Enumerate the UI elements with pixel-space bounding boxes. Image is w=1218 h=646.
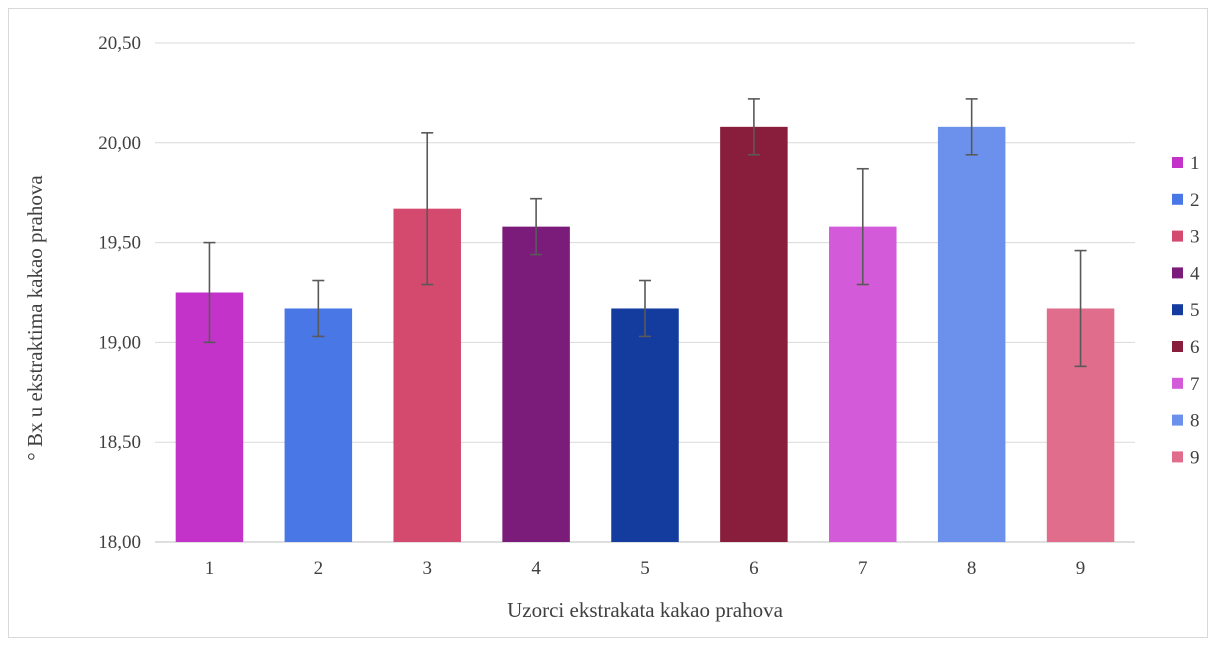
legend-item-8: 8: [1172, 411, 1200, 432]
y-tick-label: 20,00: [98, 133, 141, 154]
y-tick-label: 19,50: [98, 233, 141, 254]
y-tick-label: 18,00: [98, 532, 141, 553]
legend-swatch: [1172, 414, 1183, 426]
error-bar-4: [530, 197, 543, 256]
x-tick-label: 8: [967, 558, 977, 579]
x-axis-ticks: 1 2 3 4 5 6 7 8 9: [205, 558, 1086, 579]
x-axis-title: Uzorci ekstrakata kakao prahova: [507, 598, 783, 622]
legend-label: 1: [1190, 153, 1200, 174]
legend-swatch: [1172, 193, 1183, 205]
error-bar-7: [856, 167, 869, 286]
x-tick-label: 5: [640, 558, 650, 579]
error-bar-8: [965, 98, 978, 156]
error-bars: [203, 98, 1087, 368]
x-tick-label: 1: [205, 558, 215, 579]
y-axis-title: ° Bx u ekstraktima kakao prahova: [23, 175, 47, 461]
legend-item-6: 6: [1172, 337, 1200, 358]
y-tick-label: 19,00: [98, 332, 141, 353]
legend-item-3: 3: [1172, 227, 1200, 248]
x-tick-label: 3: [422, 558, 432, 579]
legend-swatch: [1172, 341, 1183, 352]
legend-label: 2: [1190, 190, 1200, 211]
bar-2: [284, 308, 353, 542]
y-tick-label: 18,50: [98, 432, 141, 453]
x-tick-label: 7: [858, 558, 868, 579]
legend-swatch: [1172, 230, 1183, 242]
bar-4: [502, 226, 570, 542]
legend-swatch: [1172, 451, 1183, 463]
error-bar-6: [747, 98, 760, 156]
legend-item-4: 4: [1172, 263, 1200, 284]
x-tick-label: 9: [1076, 558, 1086, 579]
legend-item-1: 1: [1172, 153, 1200, 174]
x-tick-label: 6: [749, 558, 759, 579]
legend-swatch: [1172, 157, 1183, 168]
legend-label: 6: [1190, 337, 1200, 358]
bar-8: [937, 126, 1006, 542]
x-tick-label: 2: [314, 558, 324, 579]
error-bar-9: [1074, 249, 1087, 368]
legend-item-5: 5: [1172, 300, 1200, 321]
legend-item-9: 9: [1172, 447, 1200, 468]
legend-label: 4: [1190, 263, 1200, 284]
legend: 1 2 3 4 5 6 7 8 9: [1172, 153, 1200, 468]
legend-label: 3: [1190, 227, 1200, 248]
bar-5: [611, 308, 679, 542]
error-bar-5: [639, 279, 651, 338]
error-bar-1: [203, 241, 216, 344]
x-tick-label: 4: [531, 558, 541, 579]
y-axis-ticks: 18,00 18,50 19,00 19,50 20,00 20,50: [98, 33, 141, 553]
legend-swatch: [1172, 304, 1183, 316]
legend-swatch: [1172, 377, 1183, 389]
legend-label: 9: [1190, 447, 1200, 468]
legend-swatch: [1172, 267, 1183, 279]
bar-6: [720, 126, 788, 542]
error-bar-3: [421, 132, 434, 286]
legend-label: 8: [1190, 411, 1200, 432]
y-tick-label: 20,50: [98, 33, 141, 54]
legend-item-7: 7: [1172, 374, 1200, 395]
legend-label: 7: [1190, 374, 1200, 395]
error-bar-2: [312, 279, 325, 338]
legend-label: 5: [1190, 300, 1200, 321]
legend-item-2: 2: [1172, 190, 1200, 211]
